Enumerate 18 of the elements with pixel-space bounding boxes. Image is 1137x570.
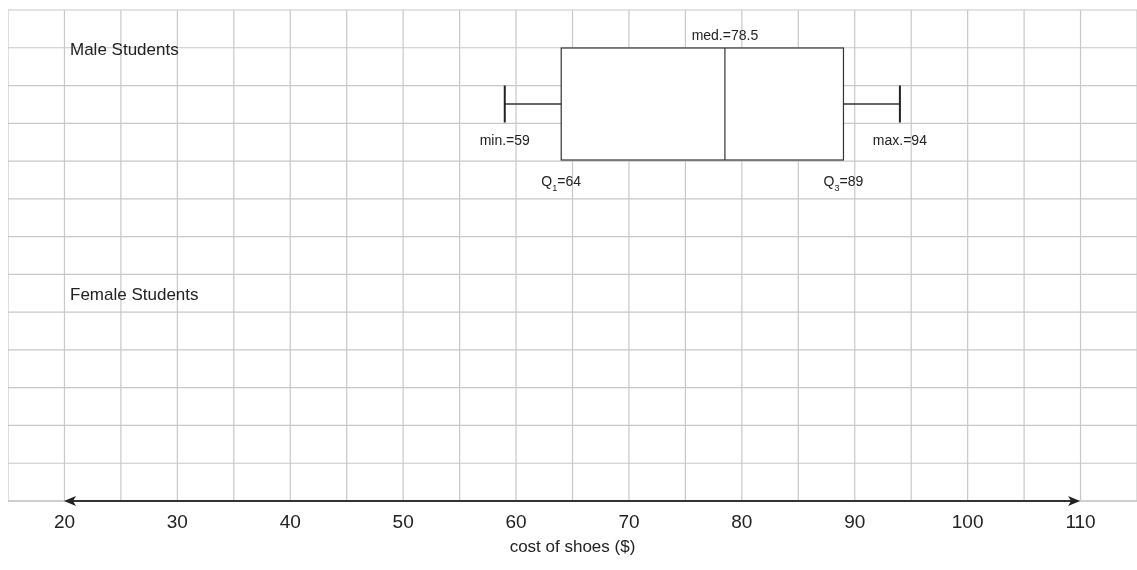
x-tick-label: 40 — [279, 511, 301, 533]
annotation: Q$_{1}$=64 — [541, 173, 582, 193]
x-tick-label: 100 — [951, 511, 984, 533]
x-tick-label: 90 — [844, 511, 866, 533]
x-tick-label: 110 — [1065, 511, 1096, 533]
annotation: Q$_{3}$=89 — [823, 173, 864, 193]
x-axis-title: cost of shoes ($) — [509, 537, 636, 556]
y-tick-label: Female Students — [70, 285, 199, 305]
x-tick-label: 60 — [505, 511, 527, 533]
annotation: max.=94 — [872, 131, 928, 148]
x-tick-label: 20 — [53, 511, 76, 533]
y-tick-label: Male Students — [70, 39, 179, 59]
x-tick-label: 80 — [731, 511, 753, 533]
x-tick-label: 70 — [618, 511, 640, 533]
x-tick-label: 50 — [392, 511, 414, 533]
annotation: min.=59 — [479, 131, 531, 148]
x-tick-label: 30 — [166, 511, 188, 533]
annotation: med.=78.5 — [691, 27, 759, 43]
